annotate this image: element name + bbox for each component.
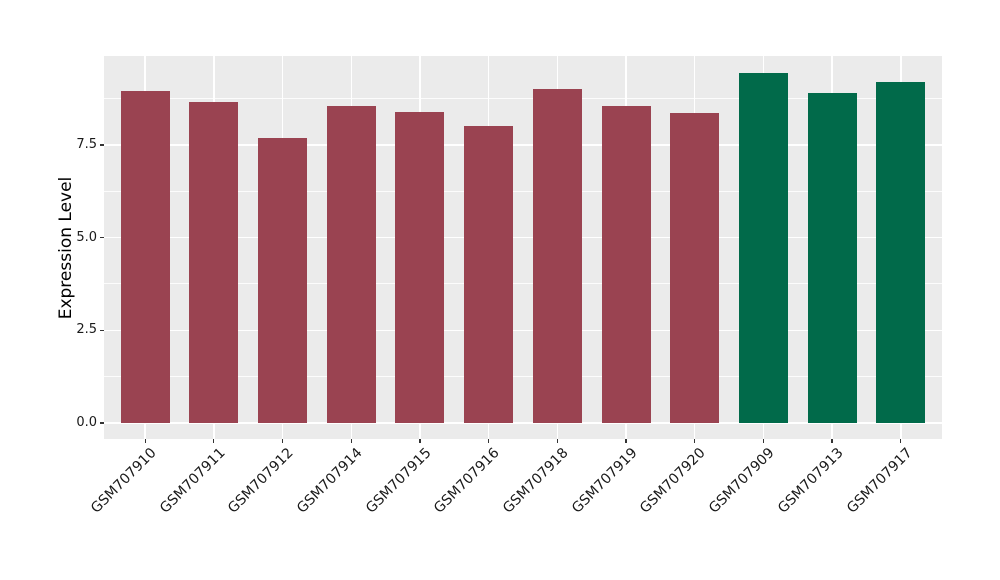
bar-GSM707909 bbox=[738, 72, 788, 423]
y-tick-label: 0.0 bbox=[76, 414, 97, 430]
gridline-horizontal-minor bbox=[104, 190, 942, 192]
y-tick-mark bbox=[100, 144, 104, 146]
x-tick-label-GSM707917: GSM707917 bbox=[843, 445, 916, 517]
bar-GSM707915 bbox=[395, 111, 445, 423]
y-tick-label: 2.5 bbox=[76, 322, 97, 338]
x-tick-label-GSM707915: GSM707915 bbox=[362, 445, 435, 517]
x-tick-mark bbox=[556, 439, 558, 443]
x-tick-mark bbox=[831, 439, 833, 443]
bar-GSM707916 bbox=[464, 126, 514, 423]
y-tick-mark bbox=[100, 422, 104, 424]
x-tick-label-GSM707916: GSM707916 bbox=[431, 445, 503, 517]
bar-GSM707920 bbox=[670, 113, 720, 423]
y-tick-mark bbox=[100, 329, 104, 331]
x-tick-label-GSM707910: GSM707910 bbox=[87, 445, 160, 517]
x-tick-mark bbox=[900, 439, 902, 443]
gridline-horizontal-minor bbox=[104, 283, 942, 285]
x-tick-mark bbox=[419, 439, 421, 443]
y-tick-label: 5.0 bbox=[76, 229, 97, 245]
bar-GSM707910 bbox=[120, 91, 170, 423]
bar-GSM707918 bbox=[532, 89, 582, 423]
x-tick-label-GSM707912: GSM707912 bbox=[225, 445, 297, 517]
x-tick-label-GSM707909: GSM707909 bbox=[706, 445, 778, 517]
x-tick-mark bbox=[694, 439, 696, 443]
bar-GSM707912 bbox=[258, 137, 308, 423]
y-tick-label: 7.5 bbox=[76, 136, 97, 152]
gridline-horizontal-major bbox=[104, 329, 942, 332]
gridline-horizontal-minor bbox=[104, 98, 942, 100]
x-tick-label-GSM707911: GSM707911 bbox=[156, 445, 229, 517]
x-tick-label-GSM707914: GSM707914 bbox=[293, 445, 366, 517]
bar-GSM707919 bbox=[601, 106, 651, 423]
gridline-horizontal-major bbox=[104, 422, 942, 424]
x-tick-label-GSM707920: GSM707920 bbox=[637, 445, 710, 517]
x-tick-mark bbox=[762, 439, 764, 443]
bar-GSM707911 bbox=[189, 102, 239, 423]
x-tick-mark bbox=[144, 439, 146, 443]
gridline-horizontal-major bbox=[104, 144, 942, 146]
bar-GSM707914 bbox=[326, 106, 376, 423]
gridline-horizontal-minor bbox=[104, 376, 942, 378]
bar-GSM707913 bbox=[807, 93, 857, 423]
x-tick-mark bbox=[350, 439, 352, 443]
x-tick-mark bbox=[213, 439, 215, 443]
x-tick-mark bbox=[625, 439, 627, 443]
bar-GSM707917 bbox=[876, 81, 926, 423]
y-tick-mark bbox=[100, 237, 104, 239]
x-tick-mark bbox=[488, 439, 490, 443]
gridline-horizontal-major bbox=[104, 236, 942, 239]
y-axis-title: Expression Level bbox=[56, 176, 76, 320]
x-tick-label-GSM707918: GSM707918 bbox=[500, 445, 572, 517]
plot-panel bbox=[104, 56, 942, 439]
x-tick-mark bbox=[281, 439, 284, 443]
x-tick-label-GSM707913: GSM707913 bbox=[774, 445, 847, 517]
x-tick-label-GSM707919: GSM707919 bbox=[568, 445, 641, 517]
